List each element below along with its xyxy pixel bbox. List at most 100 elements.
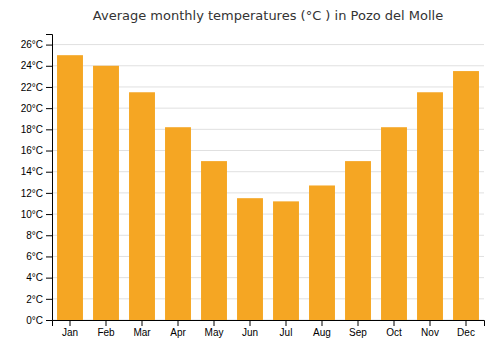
- tick: Feb: [97, 320, 115, 338]
- bar: [309, 185, 335, 320]
- tick-mark: [46, 214, 52, 215]
- bar: [93, 66, 119, 320]
- bar: [129, 92, 155, 320]
- tick-mark: [322, 320, 323, 326]
- tick-mark: [142, 320, 143, 326]
- tick-mark: [46, 299, 52, 300]
- axis-line: [53, 321, 485, 327]
- tick-label: 26°C: [21, 39, 43, 50]
- tick: Oct: [386, 320, 402, 338]
- tick-label: Jun: [242, 327, 258, 338]
- tick-mark: [46, 151, 52, 152]
- tick-mark: [466, 320, 467, 326]
- tick-mark: [250, 320, 251, 326]
- grid: [52, 45, 484, 320]
- tick-label: 2°C: [26, 294, 43, 305]
- tick-mark: [394, 320, 395, 326]
- bars: [57, 55, 479, 320]
- tick-label: Jul: [280, 327, 293, 338]
- tick-label: 12°C: [21, 188, 43, 199]
- tick: Jan: [62, 320, 78, 338]
- axis-line: [46, 35, 53, 321]
- grid-line: [52, 44, 484, 45]
- chart: 0°C 2°C 4°C 6°C 8°C 10°C 12°C 14°C 16°C 18°C 20°C 2…: [0, 0, 500, 350]
- tick-label: Apr: [170, 327, 186, 338]
- tick: Nov: [421, 320, 439, 338]
- tick-label: 10°C: [21, 209, 43, 220]
- tick: 20°C: [21, 103, 52, 114]
- tick-label: Oct: [386, 327, 402, 338]
- bar: [381, 127, 407, 320]
- tick-label: 6°C: [26, 251, 43, 262]
- bar: [417, 92, 443, 320]
- tick: 14°C: [21, 166, 52, 177]
- tick: Sep: [349, 320, 367, 338]
- x-axis: Jan Feb Mar Apr May Jun Jul Aug Sep Oct Nov Dec: [53, 320, 485, 338]
- tick-mark: [46, 66, 52, 67]
- plot: 0°C 2°C 4°C 6°C 8°C 10°C 12°C 14°C 16°C 18°C 20°C 2…: [21, 35, 485, 339]
- tick-label: Nov: [421, 327, 439, 338]
- bar: [345, 161, 371, 320]
- tick: Dec: [457, 320, 475, 338]
- tick-label: Mar: [133, 327, 151, 338]
- tick-label: 20°C: [21, 103, 43, 114]
- tick-mark: [46, 320, 52, 321]
- tick-label: 8°C: [26, 230, 43, 241]
- tick-mark: [178, 320, 179, 326]
- tick-mark: [106, 320, 107, 326]
- tick: 4°C: [26, 272, 52, 283]
- tick: 8°C: [26, 230, 52, 241]
- tick-label: 16°C: [21, 145, 43, 156]
- tick: 2°C: [26, 294, 52, 305]
- bar: [453, 71, 479, 320]
- tick-mark: [70, 320, 71, 326]
- tick: Aug: [313, 320, 331, 338]
- tick: 0°C: [26, 315, 52, 326]
- bar: [237, 198, 263, 320]
- tick-mark: [46, 129, 52, 130]
- bar: [201, 161, 227, 320]
- tick-label: Dec: [457, 327, 475, 338]
- tick-label: 4°C: [26, 272, 43, 283]
- tick-mark: [46, 278, 52, 279]
- tick-label: Feb: [97, 327, 115, 338]
- tick-label: Sep: [349, 327, 367, 338]
- tick-label: May: [205, 327, 224, 338]
- tick: 16°C: [21, 145, 52, 156]
- tick-label: 0°C: [26, 315, 43, 326]
- tick: Mar: [133, 320, 151, 338]
- tick-label: 18°C: [21, 124, 43, 135]
- tick-label: 24°C: [21, 60, 43, 71]
- tick-label: Jan: [62, 327, 78, 338]
- tick-mark: [46, 235, 52, 236]
- tick-mark: [286, 320, 287, 326]
- y-axis: 0°C 2°C 4°C 6°C 8°C 10°C 12°C 14°C 16°C 18°C 20°C 2…: [21, 35, 53, 326]
- tick-mark: [46, 256, 52, 257]
- tick: Jun: [242, 320, 258, 338]
- tick-mark: [430, 320, 431, 326]
- bar: [165, 127, 191, 320]
- tick-label: 22°C: [21, 82, 43, 93]
- tick-mark: [46, 45, 52, 46]
- tick: Jul: [280, 320, 293, 338]
- tick: 26°C: [21, 39, 52, 50]
- tick-mark: [46, 87, 52, 88]
- tick-mark: [358, 320, 359, 326]
- tick-mark: [46, 172, 52, 173]
- bar: [273, 201, 299, 320]
- tick-mark: [46, 108, 52, 109]
- tick: 12°C: [21, 188, 52, 199]
- tick: May: [205, 320, 224, 338]
- tick: 18°C: [21, 124, 52, 135]
- tick: 6°C: [26, 251, 52, 262]
- tick-label: 14°C: [21, 166, 43, 177]
- tick-mark: [214, 320, 215, 326]
- tick: Apr: [170, 320, 186, 338]
- tick-label: Aug: [313, 327, 331, 338]
- bar: [57, 55, 83, 320]
- tick-mark: [46, 193, 52, 194]
- title: Average monthly temperatures (°C ) in Po…: [93, 8, 443, 23]
- tick: 10°C: [21, 209, 52, 220]
- tick: 24°C: [21, 60, 52, 71]
- tick: 22°C: [21, 82, 52, 93]
